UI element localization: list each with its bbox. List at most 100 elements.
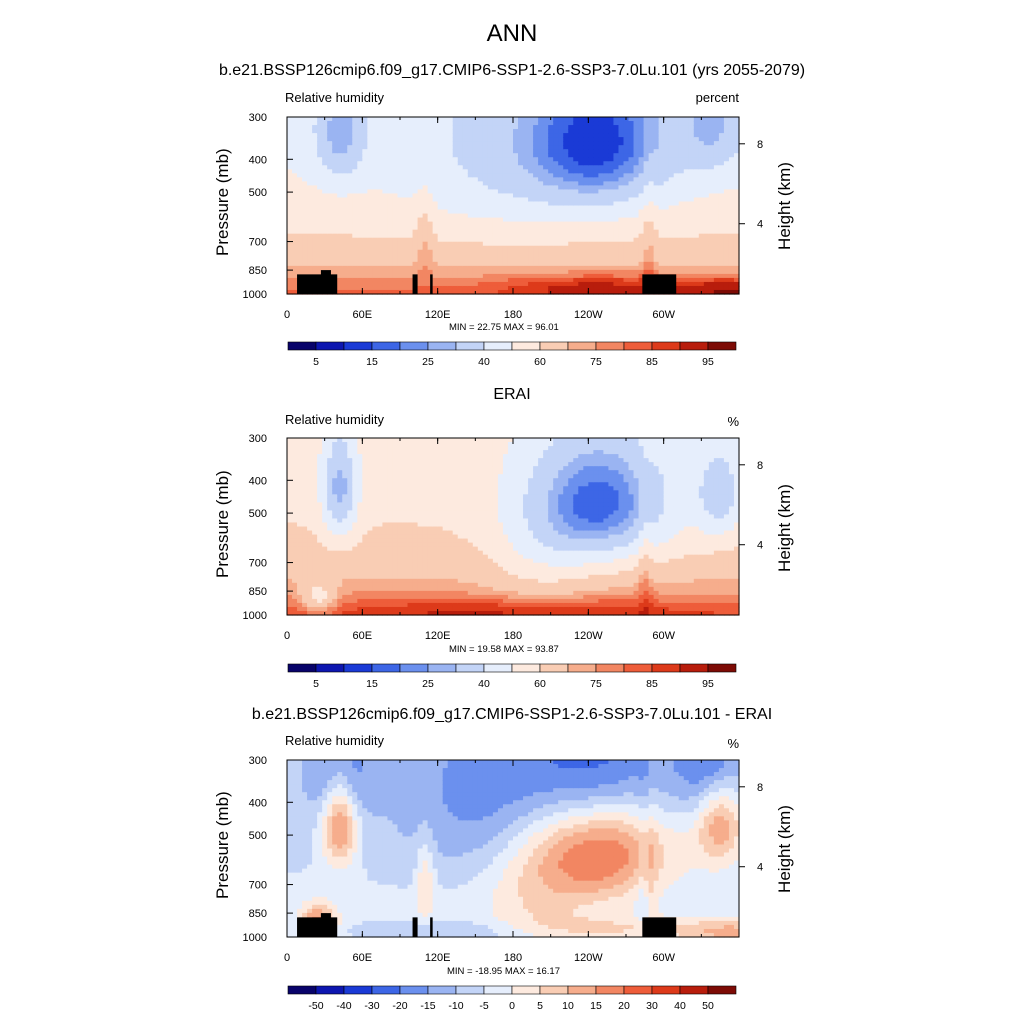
colorbar-swatch: [595, 341, 625, 351]
colorbar-swatch: [455, 663, 485, 673]
panel-3-units-label: %: [727, 736, 739, 751]
colorbar-swatch: [427, 663, 457, 673]
panel-3-topography: [297, 913, 677, 937]
x-tick-label: 0: [284, 630, 290, 642]
x-tick-label: 60W: [652, 630, 675, 642]
colorbar-label: -10: [448, 1000, 463, 1012]
x-tick-label: 60E: [353, 630, 373, 642]
colorbar-label: 5: [537, 1000, 543, 1012]
colorbar-label: 40: [478, 356, 490, 368]
colorbar-label: 20: [618, 1000, 630, 1012]
colorbar-swatch: [455, 985, 485, 995]
colorbar-label: -20: [392, 1000, 407, 1012]
colorbar-label: 95: [702, 678, 714, 690]
colorbar-label: -50: [308, 1000, 323, 1012]
colorbar-swatch: [343, 341, 373, 351]
x-tick-label: 120E: [425, 630, 451, 642]
x-tick-label: 180: [504, 952, 522, 964]
x-tick-label: 0: [284, 309, 290, 321]
main-title: ANN: [486, 20, 538, 47]
colorbar-swatch: [399, 985, 429, 995]
panel-1-field: [287, 117, 740, 295]
colorbar-swatch: [315, 341, 345, 351]
colorbar-label: 50: [702, 1000, 714, 1012]
x-tick-label: 120E: [425, 309, 451, 321]
colorbar-label: 15: [366, 356, 378, 368]
panel-3-minmax: MIN = -18.95 MAX = 16.17: [447, 966, 561, 977]
colorbar-label: 10: [562, 1000, 574, 1012]
colorbar-label: -30: [364, 1000, 379, 1012]
colorbar-swatch: [287, 341, 317, 351]
colorbar-swatch: [651, 985, 681, 995]
colorbar-label: -40: [336, 1000, 351, 1012]
panel-1-units-label: percent: [695, 90, 739, 105]
y-tick-label: 400: [249, 475, 267, 487]
colorbar-label: 15: [366, 678, 378, 690]
colorbar-label: 85: [646, 356, 658, 368]
height-tick-label: 4: [757, 540, 763, 552]
y-tick-label: 700: [249, 558, 267, 570]
panel-2-left-label: Relative humidity: [285, 412, 384, 427]
panel-3-height-axis-label: Height (km): [775, 805, 794, 893]
colorbar-label: 30: [646, 1000, 658, 1012]
colorbar-swatch: [679, 341, 709, 351]
y-tick-label: 850: [249, 586, 267, 598]
colorbar-label: 25: [422, 356, 434, 368]
colorbar-swatch: [343, 985, 373, 995]
colorbar-label: 15: [590, 1000, 602, 1012]
colorbar-swatch: [651, 341, 681, 351]
colorbar-swatch: [595, 663, 625, 673]
x-tick-label: 180: [504, 630, 522, 642]
colorbar-swatch: [399, 341, 429, 351]
colorbar-swatch: [483, 985, 513, 995]
x-tick-label: 120E: [425, 952, 451, 964]
panel-3-field: [287, 760, 740, 938]
colorbar-swatch: [539, 663, 569, 673]
panel-3-pressure-axis-label: Pressure (mb): [213, 791, 232, 899]
height-tick-label: 4: [757, 219, 763, 231]
colorbar-swatch: [511, 663, 541, 673]
colorbar-label: 85: [646, 678, 658, 690]
panel-1-topography: [297, 270, 677, 294]
colorbar-swatch: [595, 985, 625, 995]
x-tick-label: 60W: [652, 952, 675, 964]
colorbar-swatch: [343, 663, 373, 673]
y-tick-label: 850: [249, 265, 267, 277]
y-tick-label: 400: [249, 797, 267, 809]
colorbar-swatch: [707, 985, 737, 995]
panel-1-colorbar: [287, 341, 737, 351]
colorbar-label: 95: [702, 356, 714, 368]
y-tick-label: 700: [249, 880, 267, 892]
x-tick-label: 60E: [353, 952, 373, 964]
y-tick-label: 1000: [243, 610, 267, 622]
colorbar-label: 40: [674, 1000, 686, 1012]
colorbar-label: 60: [534, 356, 546, 368]
colorbar-label: -15: [420, 1000, 435, 1012]
x-tick-label: 120W: [574, 952, 603, 964]
y-tick-label: 500: [249, 508, 267, 520]
colorbar-label: 25: [422, 678, 434, 690]
panel-3-title: b.e21.BSSP126cmip6.f09_g17.CMIP6-SSP1-2.…: [251, 706, 773, 723]
colorbar-swatch: [287, 663, 317, 673]
colorbar-label: 5: [313, 356, 319, 368]
panel-2-units-label: %: [727, 414, 739, 429]
panel-1-title: b.e21.BSSP126cmip6.f09_g17.CMIP6-SSP1-2.…: [218, 62, 806, 79]
x-tick-label: 60W: [652, 309, 675, 321]
colorbar-swatch: [651, 663, 681, 673]
panel-2-height-axis-label: Height (km): [775, 484, 794, 572]
y-tick-label: 300: [249, 433, 267, 445]
colorbar-label: -5: [479, 1000, 488, 1012]
y-tick-label: 1000: [243, 932, 267, 944]
x-tick-label: 120W: [574, 630, 603, 642]
colorbar-swatch: [623, 663, 653, 673]
colorbar-swatch: [371, 985, 401, 995]
panel-2-pressure-axis-label: Pressure (mb): [213, 470, 232, 578]
colorbar-label: 60: [534, 678, 546, 690]
x-tick-label: 0: [284, 952, 290, 964]
y-tick-label: 300: [249, 755, 267, 767]
panel-1-minmax: MIN = 22.75 MAX = 96.01: [449, 322, 559, 333]
colorbar-swatch: [623, 341, 653, 351]
panel-2-title: ERAI: [493, 386, 531, 403]
y-tick-label: 700: [249, 237, 267, 249]
